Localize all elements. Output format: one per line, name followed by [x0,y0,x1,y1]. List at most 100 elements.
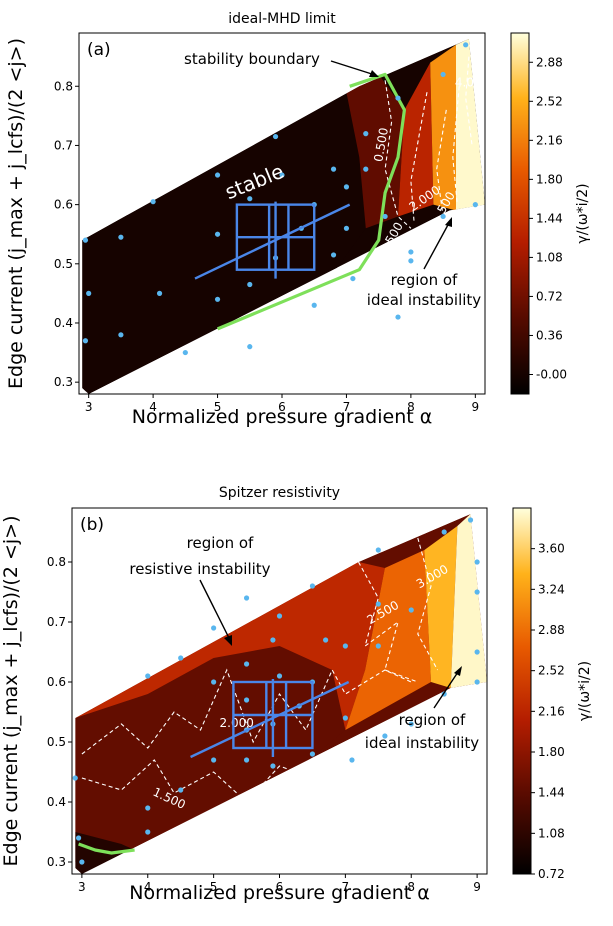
scan-point [145,829,151,835]
scan-point [363,166,369,172]
stability-boundary [78,842,135,855]
scan-point [178,655,184,661]
error-bar-box [190,679,350,759]
scan-point [150,199,156,205]
scan-point [440,213,446,220]
scan-point [375,601,381,607]
annotation-region-of-ideal: region of [399,711,466,729]
scan-point [343,184,350,190]
scan-point [214,231,221,237]
y-tick-label: 0.6 [47,675,66,689]
scan-point [375,547,381,553]
panel-label: (a) [87,40,111,60]
x-tick-label: 7 [342,880,350,894]
scan-point [474,589,480,595]
y-tick-label: 0.8 [54,79,73,93]
scan-point [375,643,381,649]
contour-label: 0.500 [371,127,391,163]
x-tick-label: 5 [214,400,222,414]
heatmap-region [456,38,485,211]
scan-point [474,679,480,685]
arrow-head [224,635,232,646]
scan-point [309,583,316,589]
scan-point [276,613,283,619]
colorbar-tick-label: -0.00 [536,367,567,381]
scan-point [211,757,217,763]
scan-point [86,290,92,296]
scan-point [214,172,221,178]
colorbar-tick-label: 1.08 [538,826,565,840]
contour-line [81,753,346,803]
scan-point [156,290,163,296]
annotation-arrow [330,60,376,76]
colorbar-tick-label: 1.80 [538,745,565,759]
colorbar-tick-label: 1.44 [538,786,565,800]
colorbar-tick-label: 3.60 [538,542,565,556]
contour-line [465,56,473,146]
arrow-head [454,666,462,676]
scan-point [467,517,474,523]
scan-point [82,338,89,344]
scan-point [211,625,217,631]
scan-point [441,529,447,535]
scan-point [243,697,250,703]
scan-point [311,302,317,308]
x-tick-label: 6 [276,880,284,894]
chart-title: ideal-MHD limit [228,11,336,27]
scan-point [72,775,78,781]
annotation-arrow [423,222,450,270]
x-tick-label: 6 [278,400,286,414]
annotation-region-of: region of [391,271,458,289]
heatmap-region [398,62,434,217]
stability-boundary [216,72,406,331]
y-axis-label: Edge current (j_max + j_lcfs)/(2 <j>) [0,516,22,867]
heatmap-field [75,514,488,874]
y-tick-label: 0.6 [54,198,73,212]
scan-point [279,172,285,178]
x-tick-label: 9 [473,880,481,894]
x-axis-label: Normalized pressure gradient α [132,406,433,428]
contour-line [452,86,460,205]
contour-line [410,92,428,223]
chart-title: Spitzer resistivity [219,485,340,501]
scan-point [79,859,85,865]
scan-point [247,344,253,350]
y-axis-label: Edge current (j_max + j_lcfs)/(2 <j>) [5,38,27,389]
annotation-resistive-instability: resistive instability [129,560,270,578]
x-tick-label: 4 [149,400,157,414]
colorbar-tick-label: 2.16 [538,704,565,718]
colorbar-label: γ/(ω*i/2) [577,661,593,721]
y-tick-label: 0.5 [54,257,73,271]
contour-line [417,537,439,671]
scan-point [243,757,250,763]
contour-label: 2.000 [220,716,254,730]
y-tick-label: 0.4 [47,795,66,809]
colorbar [510,32,530,395]
y-tick-label: 0.7 [54,138,73,152]
heatmap-field [82,38,485,395]
scan-point [309,751,316,757]
annotation-ideal-instability: ideal instability [365,734,480,752]
scan-point [247,196,253,202]
arrow-head [369,70,379,77]
scan-point [182,349,188,356]
scan-point [214,296,221,302]
arrow-head [445,217,452,227]
x-tick-label: 8 [407,880,415,894]
colorbar-tick-label: 1.44 [536,211,563,225]
scan-point [474,649,480,655]
colorbar-tick-label: 2.52 [538,664,565,678]
scan-point [118,234,124,240]
x-tick-label: 8 [407,400,415,414]
heatmap-region [82,92,366,394]
scan-point [276,673,283,679]
colorbar-tick-label: 2.88 [536,55,563,69]
scan-point [349,757,355,763]
annotation-stability-boundary: stability boundary [184,50,320,68]
contour-line [384,80,412,229]
x-tick-label: 9 [472,400,480,414]
error-bar-box [194,201,351,280]
y-tick-label: 0.8 [47,555,66,569]
x-tick-label: 3 [78,880,86,894]
